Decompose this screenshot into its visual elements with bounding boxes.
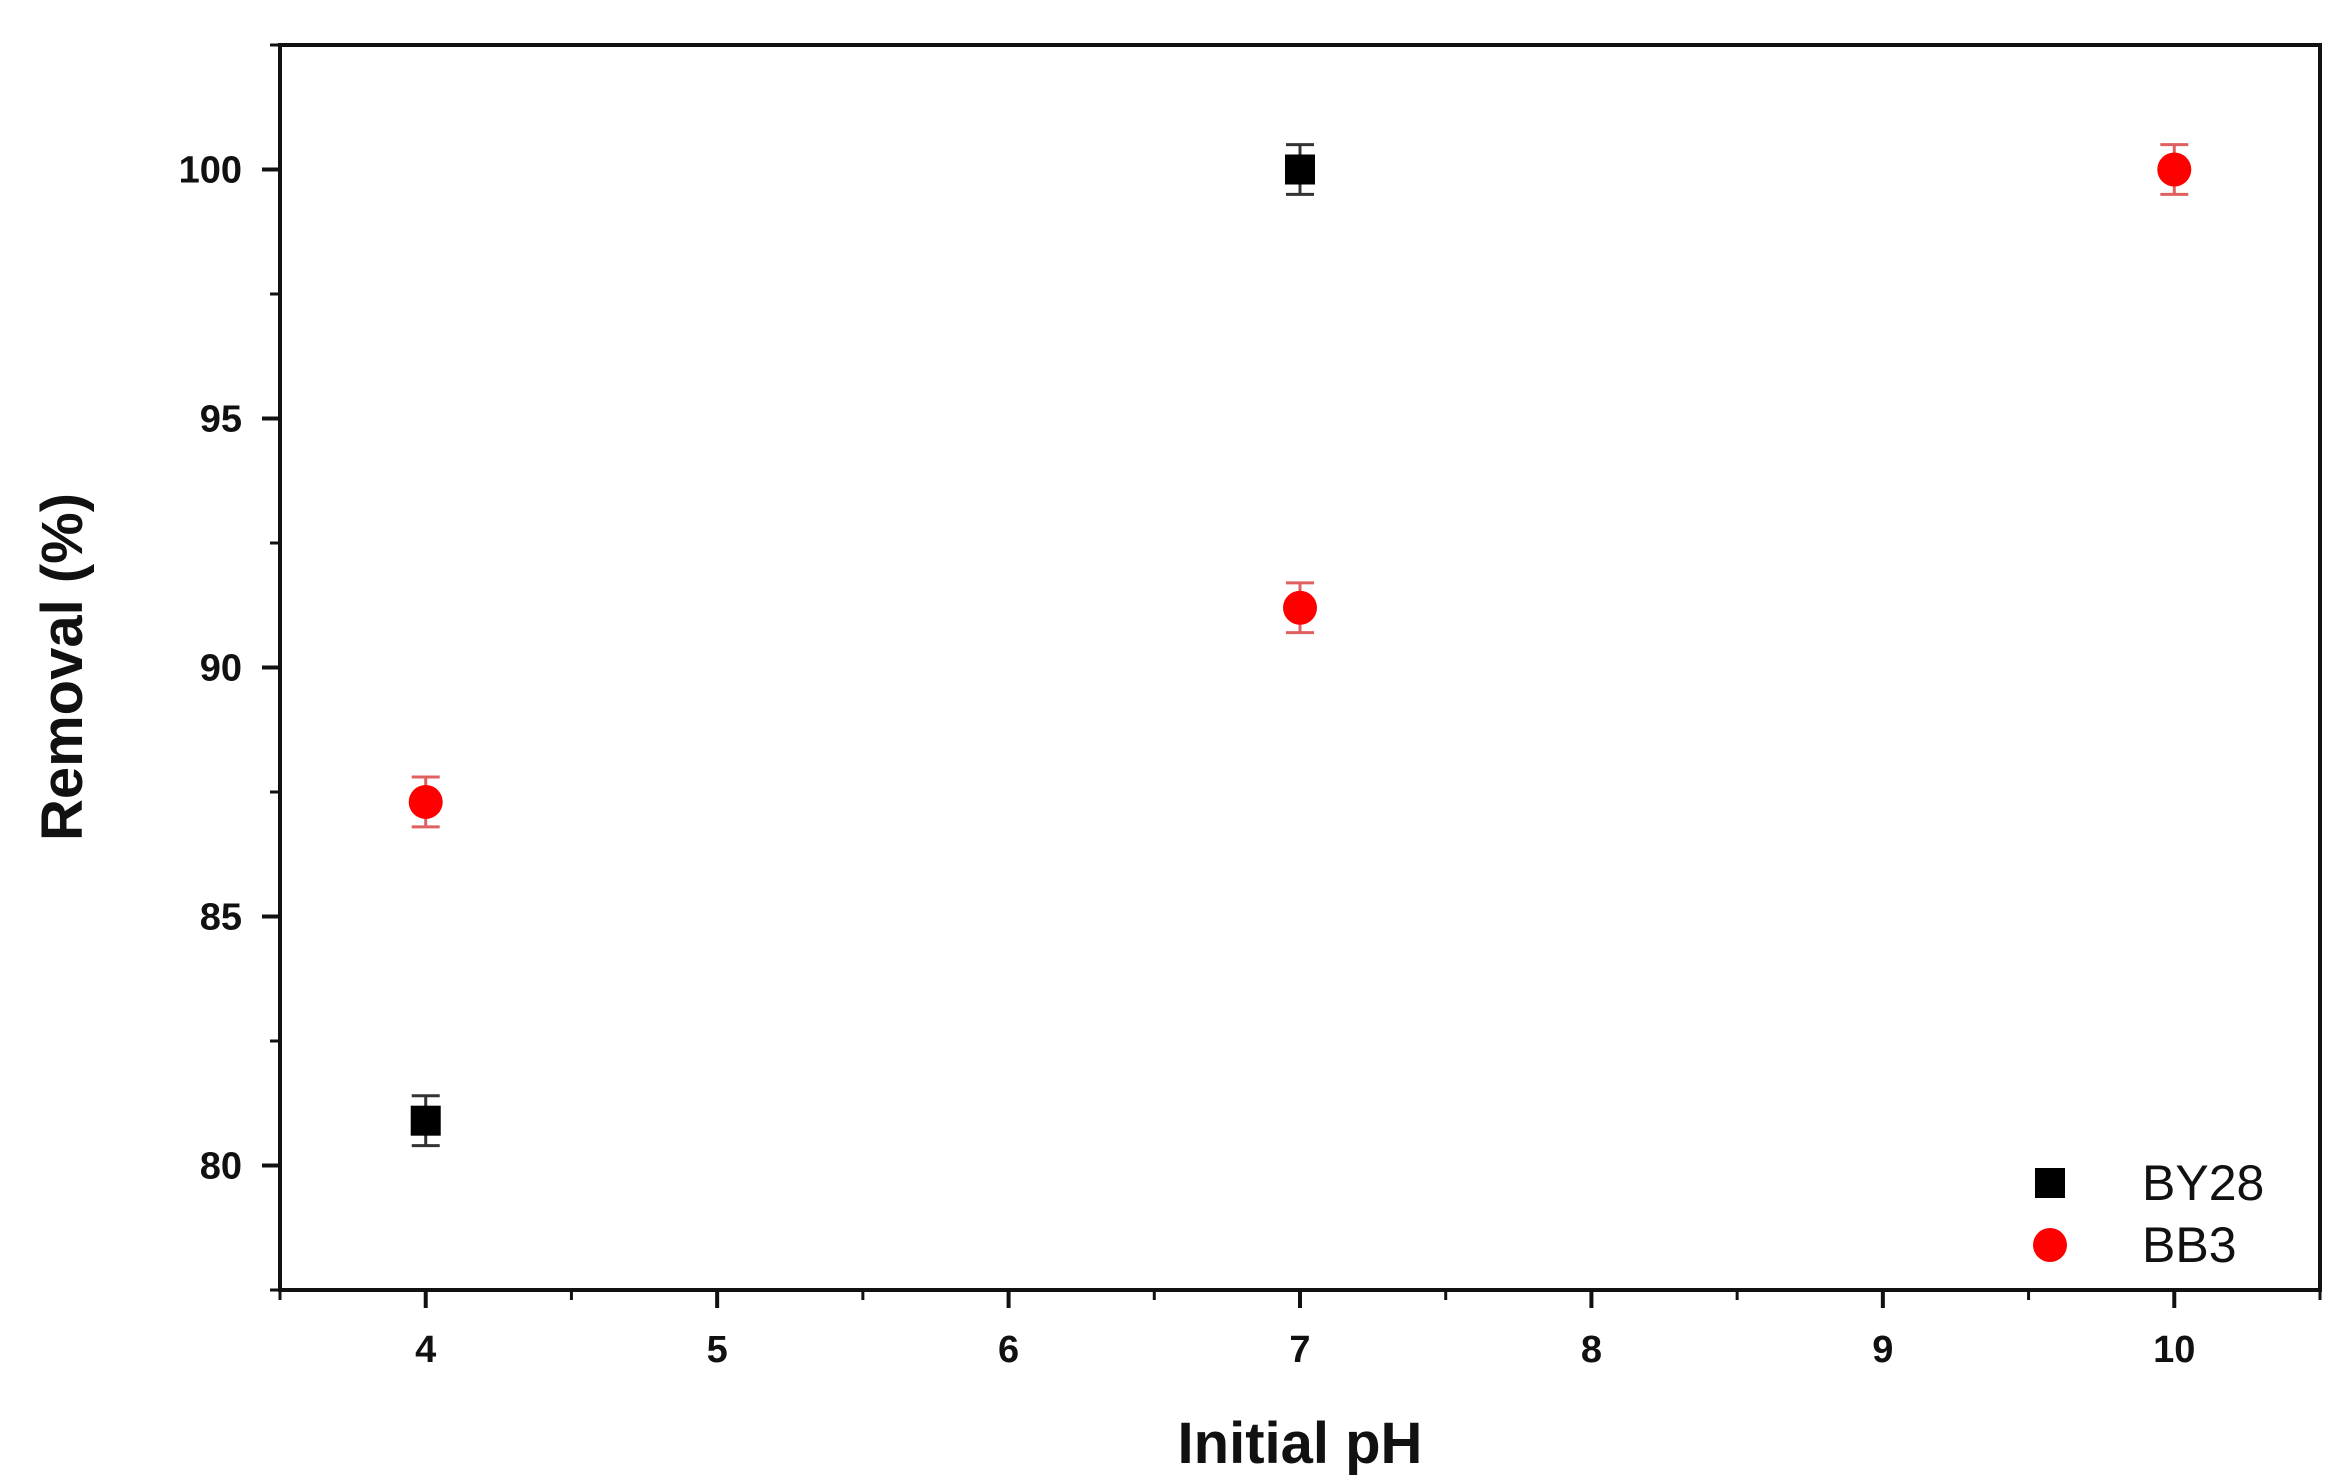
x-tick-label: 7 [1289, 1329, 1310, 1371]
x-axis: 4 5 6 7 8 9 10 [278, 1290, 2322, 1371]
x-tick-label: 10 [2153, 1329, 2195, 1371]
x-tick-label: 4 [415, 1329, 436, 1371]
data-series [408, 143, 2192, 1148]
by28-legend-label: BY28 [2142, 1155, 2264, 1211]
x-axis-title: Initial pH [1178, 1411, 1423, 1476]
bb3-point [408, 784, 443, 819]
bb3-point [2157, 152, 2192, 187]
y-tick-label: 80 [200, 1146, 242, 1188]
x-tick-label: 9 [1872, 1329, 1893, 1371]
y-tick-label: 90 [200, 648, 242, 690]
y-tick-label: 100 [179, 150, 242, 192]
x-tick-label: 6 [998, 1329, 1019, 1371]
y-axis: 80 85 90 95 100 [179, 43, 280, 1292]
bb3-point [1283, 590, 1317, 625]
by28-point [1285, 154, 1315, 185]
y-tick-label: 85 [200, 897, 242, 939]
x-tick-label: 5 [707, 1329, 728, 1371]
legend: BY28 BB3 [2033, 1155, 2264, 1273]
by28-point [410, 1105, 441, 1136]
y-tick-label: 95 [200, 399, 242, 441]
y-axis-title: Removal (%) [30, 493, 95, 841]
by28-legend-marker [2035, 1168, 2065, 1198]
bb3-legend-marker [2033, 1228, 2067, 1262]
x-tick-label: 8 [1581, 1329, 1602, 1371]
bb3-legend-label: BB3 [2142, 1217, 2237, 1273]
plot-frame [278, 43, 2322, 1292]
